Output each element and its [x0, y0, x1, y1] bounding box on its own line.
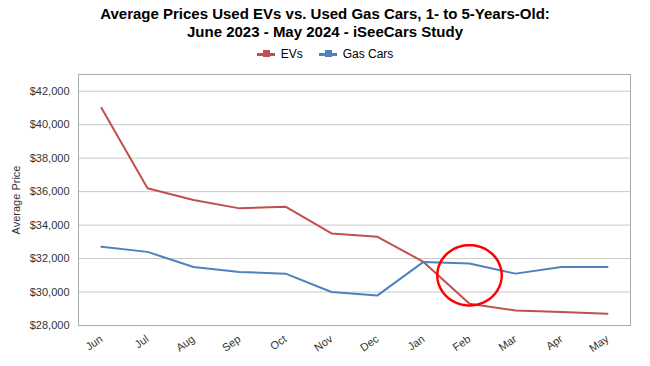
html-text:Gas Cars: Gas Cars	[342, 47, 394, 61]
svg-text:Feb: Feb	[450, 332, 472, 353]
svg-text:Nov: Nov	[312, 332, 335, 353]
svg-text:Dec: Dec	[358, 332, 381, 353]
svg-text:Sep: Sep	[220, 332, 243, 353]
svg-text:$34,000: $34,000	[30, 219, 70, 231]
svg-text:Jul: Jul	[132, 332, 150, 350]
svg-text:$32,000: $32,000	[30, 252, 70, 264]
svg-text:$38,000: $38,000	[30, 152, 70, 164]
svg-text:Aug: Aug	[174, 332, 197, 353]
svg-text:May: May	[587, 332, 611, 354]
svg-text:$30,000: $30,000	[30, 286, 70, 298]
svg-text:Apr: Apr	[544, 332, 565, 352]
svg-text:Jan: Jan	[405, 332, 426, 352]
svg-text:$36,000: $36,000	[30, 185, 70, 197]
html-text:Average Prices Used EVs vs. Us: Average Prices Used EVs vs. Used Gas Car…	[100, 5, 550, 40]
svg-text:Oct: Oct	[268, 332, 289, 352]
svg-text:$28,000: $28,000	[30, 319, 70, 331]
svg-text:$42,000: $42,000	[30, 85, 70, 97]
svg-text:Average Price: Average Price	[10, 166, 22, 235]
svg-text:$40,000: $40,000	[30, 118, 70, 130]
svg-text:Mar: Mar	[496, 332, 519, 353]
svg-text:Jun: Jun	[83, 332, 104, 352]
html-text:EVs: EVs	[280, 47, 303, 61]
